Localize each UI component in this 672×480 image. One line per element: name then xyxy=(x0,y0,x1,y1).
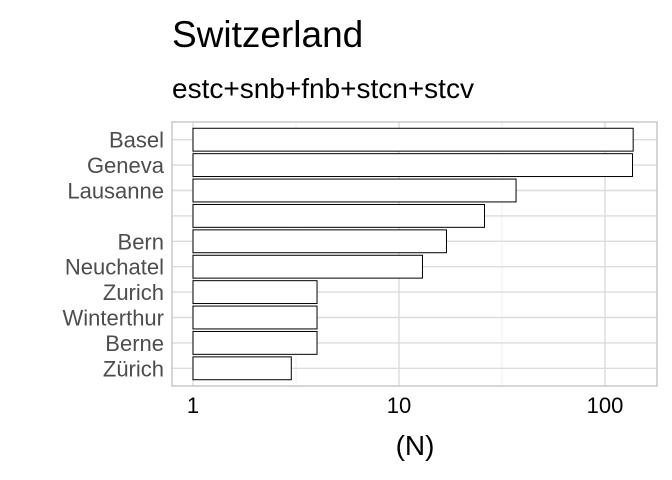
category-label: Basel xyxy=(109,128,164,153)
bar xyxy=(192,127,634,152)
bar xyxy=(192,280,318,305)
category-label: Berne xyxy=(105,331,164,356)
x-tick-label: 1 xyxy=(187,393,199,418)
bar xyxy=(192,178,517,203)
panel-border xyxy=(171,121,658,387)
chart-title: Switzerland xyxy=(172,14,363,55)
category-label: Zurich xyxy=(103,280,164,305)
category-label: Geneva xyxy=(87,153,165,178)
category-label: Neuchatel xyxy=(65,255,164,280)
x-tick-label: 10 xyxy=(387,393,411,418)
bar xyxy=(192,153,634,178)
x-axis-title: (N) xyxy=(396,430,435,461)
category-label: Winterthur xyxy=(63,306,164,331)
bar xyxy=(192,330,318,355)
category-label: Zürich xyxy=(103,356,164,381)
bar xyxy=(192,203,485,228)
bars xyxy=(192,127,634,381)
x-tick-label: 100 xyxy=(587,393,624,418)
category-label: Bern xyxy=(118,229,164,254)
bar xyxy=(192,229,447,254)
x-tick-labels: 1 10 100 xyxy=(187,393,623,418)
category-label: Lausanne xyxy=(67,179,164,204)
bar xyxy=(192,356,292,381)
bar xyxy=(192,254,423,279)
chart-subtitle: estc+snb+fnb+stcn+stcv xyxy=(172,73,474,104)
bar xyxy=(192,305,318,330)
